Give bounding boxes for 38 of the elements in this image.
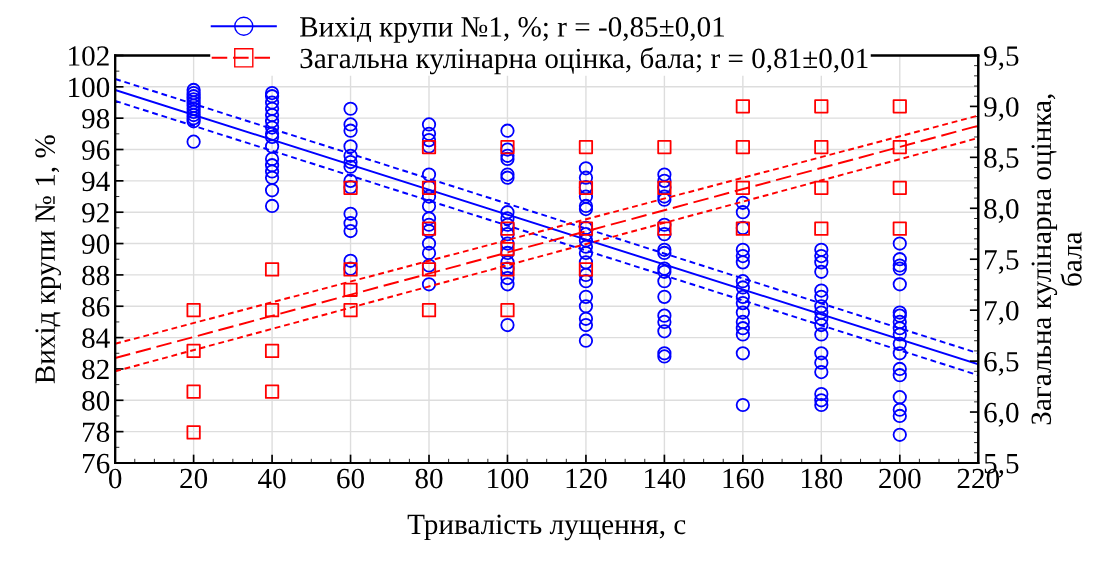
x-tick-label: 120	[566, 468, 607, 489]
legend-label: Загальна кулінарна оцінка, бала; r = 0,81±0,01	[300, 47, 868, 75]
x-tick-label: 100	[488, 468, 529, 489]
y-tick-label: 94	[82, 171, 110, 192]
y-tick-label: 78	[83, 422, 110, 443]
y-tick-label: 88	[82, 265, 110, 286]
x-tick-label: 0	[108, 468, 122, 489]
y-tick-label: 86	[82, 296, 110, 317]
x-tick-label: 40	[258, 468, 286, 489]
y-tick-label: 82	[82, 359, 109, 380]
y-tick-label: 84	[82, 328, 110, 348]
x-tick-label: 20	[180, 468, 208, 489]
y-tick-label: 100	[69, 77, 110, 98]
y-tick-label: 76	[83, 453, 110, 474]
y2-axis-title: Загальна кулінарна оцінка, бала	[1031, 94, 1082, 425]
y-tick-label: 92	[82, 203, 109, 223]
y2-tick-label: 7,5	[985, 250, 1019, 274]
x-axis-title: Тривалість лущення, с	[407, 514, 686, 541]
y-tick-label: 102	[69, 46, 109, 66]
y2-tick-label: 8,5	[984, 148, 1019, 172]
y2-tick-label: 6,5	[984, 351, 1019, 376]
legend-label: Вихід крупи №1, %; r = -0,85±0,01	[300, 17, 724, 43]
x-tick-label: 80	[415, 468, 443, 489]
y-tick-label: 90	[82, 234, 110, 254]
x-tick-label: 200	[879, 468, 921, 489]
x-tick-label: 60	[337, 468, 365, 489]
y-tick-label: 96	[82, 140, 110, 160]
x-tick-label: 160	[723, 468, 764, 489]
y2-tick-label: 9,5	[984, 46, 1019, 71]
y2-tick-label: 8,0	[984, 199, 1019, 223]
y-tick-label: 98	[82, 108, 110, 129]
y-tick-label: 80	[82, 391, 110, 411]
y-axis-title: Вихід крупи № 1, %	[35, 135, 61, 384]
x-tick-label: 180	[802, 468, 843, 489]
y2-tick-label: 9,0	[984, 97, 1019, 122]
y2-tick-label: 7,0	[985, 300, 1019, 325]
x-tick-label: 140	[645, 468, 686, 489]
y2-tick-label: 6,0	[984, 402, 1019, 427]
